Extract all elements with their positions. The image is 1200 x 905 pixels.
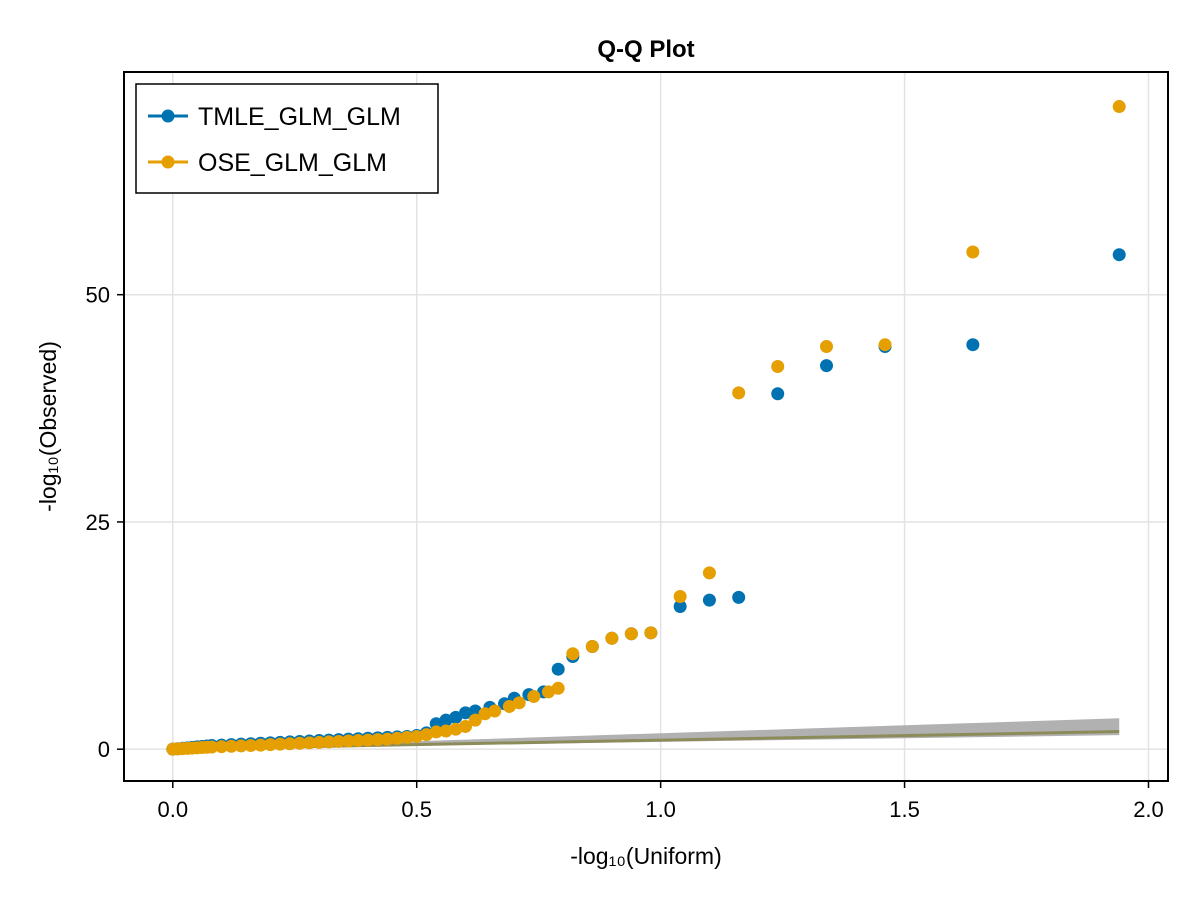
plot-frame — [123, 71, 1169, 782]
data-point — [1112, 100, 1126, 114]
legend-swatch-marker — [161, 109, 175, 123]
data-point — [966, 245, 980, 259]
data-point — [541, 685, 555, 699]
data-point — [351, 734, 365, 748]
data-point — [468, 704, 482, 718]
data-point — [468, 713, 482, 727]
data-point — [488, 704, 502, 718]
legend-label: OSE_GLM_GLM — [198, 149, 387, 177]
data-point — [293, 736, 307, 750]
data-point — [878, 338, 892, 352]
data-point — [429, 725, 443, 739]
data-point — [449, 710, 463, 724]
data-point — [419, 728, 433, 742]
x-axis-label: -log₁₀(Uniform) — [570, 843, 722, 869]
data-point — [224, 739, 238, 753]
data-point — [673, 589, 687, 603]
data-point — [732, 590, 746, 604]
series-1 — [166, 100, 1126, 756]
data-point — [273, 737, 287, 751]
data-point — [585, 639, 599, 653]
y-axis-label: -log₁₀(Observed) — [35, 341, 61, 512]
data-point — [551, 662, 565, 676]
data-point — [283, 737, 297, 751]
data-point — [605, 631, 619, 645]
data-point — [644, 626, 658, 640]
data-point — [624, 627, 638, 641]
data-point — [302, 736, 316, 750]
data-point — [771, 360, 785, 374]
legend: TMLE_GLM_GLM OSE_GLM_GLM — [135, 83, 439, 194]
data-point — [215, 740, 229, 754]
data-point — [566, 647, 580, 661]
data-point — [702, 593, 716, 607]
data-point — [1112, 248, 1126, 262]
x-tick-label: 0.5 — [401, 797, 432, 822]
legend-label: TMLE_GLM_GLM — [198, 103, 401, 131]
data-point — [449, 722, 463, 736]
ticks-layer: 0.0 0.5 1.0 1.5 2.0 0 25 50 — [86, 283, 1164, 822]
data-point — [439, 724, 453, 738]
data-point — [771, 387, 785, 401]
series-0 — [166, 248, 1126, 756]
data-point — [205, 740, 219, 754]
data-point — [244, 739, 258, 753]
data-point — [380, 732, 394, 746]
y-tick-label: 25 — [86, 510, 110, 535]
x-tick-label: 1.5 — [889, 797, 920, 822]
data-point — [234, 739, 248, 753]
confidence-band — [172, 718, 1120, 750]
data-point — [478, 707, 492, 721]
x-tick-label: 1.0 — [645, 797, 676, 822]
data-point — [254, 738, 268, 752]
y-tick-label: 50 — [86, 283, 110, 308]
data-point — [458, 706, 472, 720]
data-point — [512, 696, 526, 710]
x-tick-label: 0.0 — [157, 797, 188, 822]
data-point — [390, 731, 404, 745]
data-point — [439, 713, 453, 727]
data-point — [966, 338, 980, 352]
data-point — [527, 689, 541, 703]
legend-entry-0: TMLE_GLM_GLM — [148, 103, 401, 131]
data-point — [820, 359, 834, 373]
data-point — [502, 699, 516, 713]
legend-box — [135, 83, 439, 194]
y-tick-label: 0 — [98, 737, 110, 762]
data-point — [702, 566, 716, 580]
data-point — [673, 599, 687, 613]
x-tick-label: 2.0 — [1133, 797, 1164, 822]
data-point — [410, 729, 424, 743]
data-point — [458, 719, 472, 733]
data-point — [332, 734, 346, 748]
legend-swatch-marker — [161, 155, 175, 169]
points-layer — [166, 100, 1126, 756]
legend-entry-1: OSE_GLM_GLM — [148, 149, 387, 177]
chart-title: Q-Q Plot — [597, 36, 694, 63]
data-point — [732, 386, 746, 400]
data-point — [551, 681, 565, 695]
data-point — [820, 340, 834, 354]
data-point — [361, 733, 375, 747]
data-point — [400, 730, 414, 744]
data-point — [371, 733, 385, 747]
data-point — [263, 738, 277, 752]
data-point — [312, 735, 326, 749]
data-point — [341, 734, 355, 748]
data-point — [322, 735, 336, 749]
